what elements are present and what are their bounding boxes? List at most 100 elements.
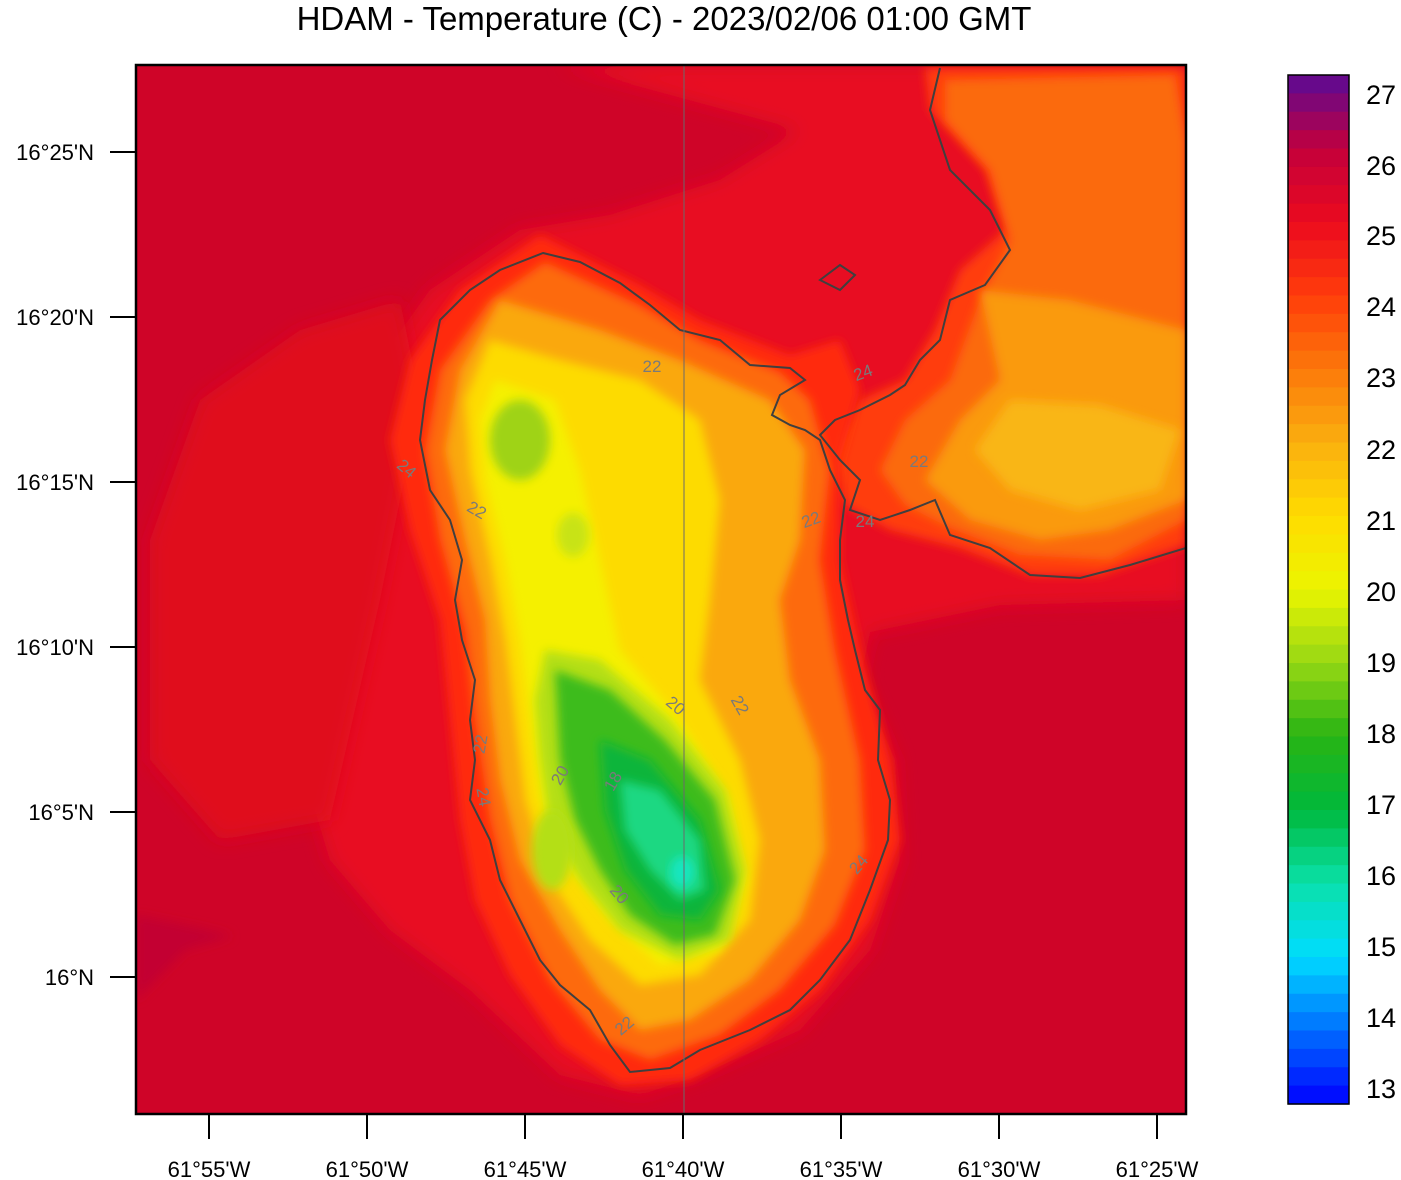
colorbar-segment: [1288, 975, 1349, 995]
colorbar-segment: [1288, 277, 1349, 297]
colorbar-segment: [1288, 222, 1349, 241]
mid-cool-spot: [557, 513, 589, 557]
colorbar-segment: [1288, 901, 1349, 921]
colorbar-segment: [1288, 1012, 1349, 1032]
cool-sea-southwest: [136, 915, 232, 1000]
temperature-field: 22 22 22 22 22 22 22 24 24 24 24 24 20 2…: [136, 65, 1186, 1114]
coldest-spot: [670, 856, 694, 888]
colorbar-segment: [1288, 497, 1349, 517]
colorbar-segment: [1288, 185, 1349, 205]
colorbar-label: 15: [1366, 932, 1396, 962]
colorbar-label: 22: [1366, 435, 1396, 465]
colorbar-segment: [1288, 993, 1349, 1013]
colorbar-segment: [1288, 754, 1349, 774]
colorbar: [1288, 75, 1349, 1105]
colorbar-label: 19: [1366, 648, 1396, 678]
contour-label-22: 22: [470, 733, 492, 755]
x-tick-label: 61°25'W: [1116, 1157, 1199, 1180]
colorbar-segment: [1288, 332, 1349, 352]
plot-frame: [134, 63, 1188, 1116]
colorbar-segment: [1288, 552, 1349, 572]
colorbar-label: 16: [1366, 861, 1396, 891]
x-tick-label: 61°35'W: [800, 1157, 883, 1180]
colorbar-segment: [1288, 350, 1349, 370]
x-tick-label: 61°45'W: [484, 1157, 567, 1180]
colorbar-segment: [1288, 479, 1349, 499]
x-axis: 61°55'W 61°50'W 61°45'W 61°40'W 61°35'W …: [168, 1114, 1199, 1180]
colorbar-segment: [1288, 424, 1349, 444]
contour-label-22: 22: [910, 452, 929, 471]
y-tick-label: 16°10'N: [16, 635, 94, 660]
colorbar-labels: 27 26 25 24 23 22 21 20 19 18 17 16 15 1…: [1366, 80, 1396, 1104]
colorbar-label: 21: [1366, 506, 1396, 536]
colorbar-segment: [1288, 442, 1349, 462]
colorbar-segment: [1288, 75, 1349, 94]
colorbar-segment: [1288, 828, 1349, 848]
colorbar-segment: [1288, 699, 1349, 719]
contour-label-22: 22: [643, 357, 662, 376]
warm-sea-west: [150, 300, 420, 840]
colorbar-segment: [1288, 773, 1349, 793]
colorbar-segment: [1288, 718, 1349, 738]
colorbar-segment: [1288, 920, 1349, 940]
colorbar-segment: [1288, 534, 1349, 554]
islet-coastline: [818, 263, 857, 292]
colorbar-segment: [1288, 957, 1349, 976]
colorbar-segment: [1288, 644, 1349, 664]
colorbar-segment: [1288, 1085, 1349, 1105]
basse-terre-coastline: [418, 251, 892, 1074]
colorbar-segment: [1288, 369, 1349, 388]
contour-label-24: 24: [856, 512, 875, 531]
colorbar-segment: [1288, 571, 1349, 591]
colorbar-frame: [1287, 74, 1350, 1105]
colorbar-label: 23: [1366, 363, 1396, 393]
colorbar-segment: [1288, 258, 1349, 278]
map-title: HDAM - Temperature (C) - 2023/02/06 01:0…: [297, 0, 1032, 37]
y-tick-label: 16°20'N: [16, 305, 94, 330]
contour-label-24: 24: [472, 786, 494, 808]
grande-terre-core: [975, 400, 1180, 510]
y-tick-label: 16°5'N: [28, 800, 94, 825]
colorbar-segment: [1288, 589, 1349, 609]
colorbar-segment: [1288, 736, 1349, 756]
colorbar-segment: [1288, 938, 1349, 958]
y-tick-label: 16°N: [45, 965, 94, 990]
colorbar-segment: [1288, 626, 1349, 646]
colorbar-segment: [1288, 846, 1349, 866]
colorbar-segment: [1288, 663, 1349, 682]
y-tick-label: 16°15'N: [16, 470, 94, 495]
grande-terre-coastline: [818, 67, 1186, 580]
x-tick-label: 61°50'W: [326, 1157, 409, 1180]
colorbar-segment: [1288, 405, 1349, 425]
x-tick-label: 61°40'W: [642, 1157, 725, 1180]
colorbar-segment: [1288, 93, 1349, 113]
x-tick-label: 61°55'W: [168, 1157, 251, 1180]
colorbar-segment: [1288, 681, 1349, 701]
colorbar-segment: [1288, 865, 1349, 885]
colorbar-label: 27: [1366, 80, 1396, 110]
colorbar-segment: [1288, 295, 1349, 315]
colorbar-segment: [1288, 516, 1349, 535]
colorbar-segment: [1288, 1067, 1349, 1087]
colorbar-segment: [1288, 1048, 1349, 1068]
colorbar-segment: [1288, 791, 1349, 811]
colorbar-segment: [1288, 1030, 1349, 1050]
colorbar-label: 14: [1366, 1003, 1396, 1033]
colorbar-label: 13: [1366, 1074, 1396, 1104]
colorbar-segment: [1288, 313, 1349, 333]
colorbar-segment: [1288, 203, 1349, 223]
colorbar-label: 17: [1366, 790, 1396, 820]
colorbar-segment: [1288, 240, 1349, 260]
colorbar-label: 25: [1366, 221, 1396, 251]
colorbar-segment: [1288, 883, 1349, 903]
colorbar-label: 24: [1366, 292, 1396, 322]
colorbar-segment: [1288, 166, 1349, 186]
colorbar-segment: [1288, 607, 1349, 627]
colorbar-segment: [1288, 810, 1349, 829]
southwest-cool-spot: [532, 810, 572, 890]
colorbar-label: 26: [1366, 151, 1396, 181]
y-tick-label: 16°25'N: [16, 140, 94, 165]
colorbar-label: 18: [1366, 719, 1396, 749]
x-tick-label: 61°30'W: [958, 1157, 1041, 1180]
